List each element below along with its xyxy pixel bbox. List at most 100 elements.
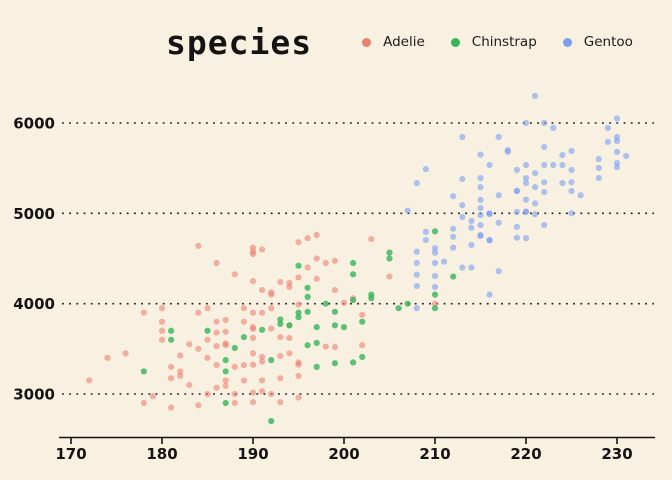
data-point-chinstrap (404, 300, 411, 307)
data-point-gentoo (522, 196, 530, 203)
data-point-chinstrap (386, 249, 393, 256)
data-point-gentoo (604, 138, 612, 146)
legend-item-gentoo[interactable]: Gentoo (562, 34, 633, 50)
data-point-adelie (204, 305, 211, 312)
x-tick-label: 230 (601, 445, 632, 463)
data-point-gentoo (477, 212, 484, 219)
data-point-chinstrap (168, 336, 175, 343)
data-point-adelie (295, 301, 302, 308)
data-point-gentoo (468, 241, 475, 249)
data-point-adelie (259, 358, 266, 365)
data-point-adelie (222, 377, 229, 384)
data-point-gentoo (541, 221, 548, 229)
data-point-chinstrap (313, 339, 320, 347)
data-point-adelie (213, 318, 220, 325)
data-point-gentoo (532, 184, 539, 191)
legend-dot-chinstrap-icon (450, 37, 460, 47)
data-point-adelie (259, 287, 266, 294)
chart-header: species Adelie Chinstrap Gentoo (166, 20, 633, 64)
data-point-adelie (249, 309, 257, 316)
data-point-adelie (386, 273, 393, 280)
data-point-chinstrap (240, 333, 247, 341)
data-point-gentoo (513, 188, 521, 195)
data-point-chinstrap (204, 327, 211, 334)
data-point-adelie (195, 309, 202, 316)
data-point-chinstrap (368, 295, 375, 302)
data-point-gentoo (468, 224, 475, 231)
data-point-gentoo (532, 200, 539, 207)
data-point-adelie (240, 305, 247, 312)
data-point-chinstrap (322, 300, 329, 307)
data-point-gentoo (568, 179, 575, 186)
data-point-adelie (268, 305, 275, 312)
data-point-gentoo (413, 271, 420, 278)
data-point-adelie (277, 399, 284, 406)
data-point-chinstrap (231, 344, 238, 352)
data-point-chinstrap (386, 255, 393, 262)
data-point-gentoo (568, 147, 575, 155)
data-point-chinstrap (304, 308, 311, 315)
data-point-chinstrap (359, 353, 366, 361)
data-point-adelie (277, 333, 284, 341)
data-point-gentoo (595, 175, 602, 182)
data-point-adelie (268, 390, 275, 398)
data-point-gentoo (459, 264, 466, 271)
data-point-gentoo (468, 217, 475, 225)
data-point-gentoo (613, 148, 621, 156)
data-point-adelie (177, 352, 184, 359)
data-point-adelie (231, 390, 238, 398)
data-point-gentoo (486, 161, 493, 169)
legend-label-chinstrap: Chinstrap (471, 34, 537, 50)
data-point-adelie (304, 235, 311, 242)
legend-dot-adelie-icon (362, 37, 372, 47)
data-point-gentoo (450, 193, 457, 200)
data-point-adelie (286, 334, 293, 342)
data-point-adelie (222, 328, 229, 335)
data-point-gentoo (541, 161, 548, 169)
data-point-gentoo (613, 137, 621, 145)
data-point-adelie (104, 354, 111, 361)
data-point-chinstrap (222, 357, 229, 364)
legend-title: species (166, 22, 313, 62)
data-point-gentoo (459, 202, 466, 209)
data-point-gentoo (532, 170, 539, 177)
data-point-adelie (331, 257, 338, 264)
data-point-gentoo (550, 161, 557, 169)
data-point-adelie (86, 377, 93, 384)
data-point-adelie (158, 336, 166, 343)
data-point-adelie (168, 363, 175, 371)
data-point-chinstrap (331, 360, 338, 367)
data-point-gentoo (477, 232, 484, 240)
x-tick-label: 170 (55, 445, 86, 463)
data-point-adelie (322, 259, 329, 267)
x-tick-label: 210 (419, 445, 450, 463)
legend-label-adelie: Adelie (383, 34, 425, 50)
data-point-gentoo (459, 133, 466, 141)
data-point-gentoo (468, 264, 475, 271)
x-tick-label: 220 (510, 445, 541, 463)
legend-item-chinstrap[interactable]: Chinstrap (450, 34, 537, 50)
data-point-chinstrap (331, 308, 338, 315)
data-point-adelie (295, 239, 302, 246)
data-point-adelie (286, 283, 293, 291)
data-point-adelie (231, 271, 238, 278)
legend-item-adelie[interactable]: Adelie (362, 34, 425, 50)
data-point-adelie (259, 353, 266, 361)
data-point-adelie (158, 327, 166, 334)
data-point-gentoo (522, 175, 530, 182)
data-point-gentoo (522, 208, 530, 216)
data-point-adelie (213, 384, 220, 391)
data-point-gentoo (477, 184, 484, 191)
data-point-gentoo (441, 258, 448, 265)
data-point-adelie (331, 343, 338, 351)
data-point-gentoo (404, 207, 411, 214)
data-point-gentoo (623, 152, 630, 160)
data-point-adelie (177, 372, 184, 380)
data-point-adelie (249, 350, 257, 357)
data-point-adelie (295, 361, 302, 368)
series-adelie (86, 231, 439, 411)
data-point-adelie (240, 361, 247, 369)
data-point-adelie (213, 343, 220, 350)
data-point-adelie (340, 299, 348, 306)
legend-label-gentoo: Gentoo (583, 34, 633, 50)
